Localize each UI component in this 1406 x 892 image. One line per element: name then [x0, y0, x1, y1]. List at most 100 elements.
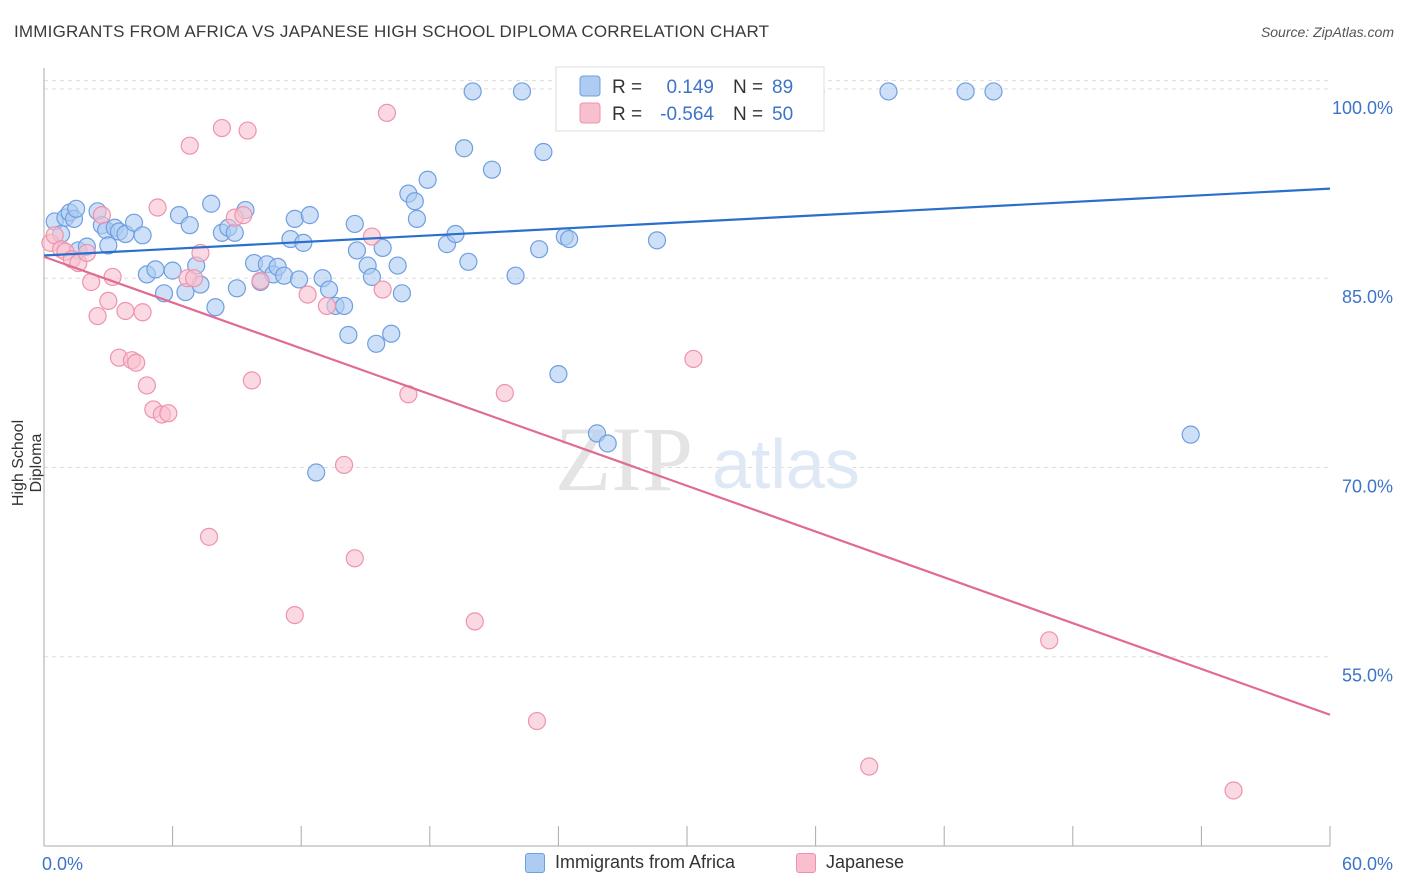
- japanese-point-40: [377, 103, 397, 123]
- africa-point-15: [124, 213, 144, 232]
- africa-point-72: [534, 142, 553, 162]
- japanese-point-19: [148, 198, 167, 217]
- japanese-point-42: [465, 612, 484, 631]
- legend-bottom-africa-label: Immigrants from Africa: [555, 852, 736, 872]
- japanese-point-49: [1224, 781, 1243, 800]
- africa-point-27: [206, 298, 225, 317]
- africa-point-40: [285, 209, 304, 228]
- africa-point-23: [180, 216, 199, 235]
- africa-point-20: [163, 261, 182, 280]
- japanese-point-38: [362, 227, 382, 246]
- japanese-point-32: [251, 271, 270, 290]
- legend-top-box: [555, 66, 825, 132]
- africa-point-88: [1181, 425, 1200, 444]
- africa-point-41: [289, 270, 309, 289]
- japanese-point-8: [88, 306, 107, 326]
- africa-point-77: [598, 434, 617, 453]
- tick-labels: 55.0% 70.0% 85.0% 100.0% 0.0% 60.0%: [42, 98, 1393, 874]
- japanese-point-24: [184, 269, 204, 288]
- axes: [43, 68, 1331, 847]
- legend-japanese-n-label: N =: [733, 104, 763, 125]
- legend-japanese-swatch: [579, 102, 601, 124]
- africa-point-31: [227, 279, 246, 298]
- legend-africa-swatch: [579, 75, 601, 97]
- africa-point-48: [334, 296, 354, 316]
- japanese-point-15: [127, 353, 146, 372]
- africa-point-65: [454, 139, 474, 158]
- africa-point-55: [373, 238, 392, 258]
- africa-point-5: [67, 199, 86, 218]
- japanese-trend-line: [43, 255, 1331, 716]
- y-tick-label-1: 70.0%: [1342, 476, 1393, 496]
- africa-point-54: [367, 334, 386, 353]
- legend-bottom-japanese: Japanese: [796, 852, 904, 873]
- africa-point-53: [362, 267, 382, 287]
- trend-lines: [43, 187, 1331, 716]
- legend-africa-n-label: N =: [733, 77, 763, 98]
- y-tick-label-3: 100.0%: [1332, 98, 1393, 118]
- japanese-point-37: [345, 549, 364, 568]
- japanese-point-25: [191, 243, 210, 263]
- africa-point-56: [382, 324, 401, 343]
- africa-trend-line: [43, 187, 1331, 257]
- y-tick-label-0: 55.0%: [1342, 666, 1393, 686]
- africa-point-86: [956, 82, 975, 101]
- africa-point-50: [345, 214, 364, 234]
- africa-point-44: [307, 463, 326, 482]
- source-label: Source: ZipAtlas.com: [1260, 24, 1394, 40]
- africa-point-69: [506, 266, 525, 285]
- africa-point-49: [339, 325, 358, 345]
- japanese-point-23: [180, 136, 199, 155]
- africa-point-16: [133, 226, 152, 245]
- legend-japanese-r-value: -0.564: [660, 104, 714, 125]
- y-tick-label-2: 85.0%: [1342, 287, 1393, 307]
- watermark-zip: ZIP: [555, 408, 693, 510]
- watermark-atlas: atlas: [712, 425, 860, 503]
- japanese-point-27: [212, 118, 231, 138]
- africa-point-26: [202, 194, 221, 213]
- legend-bottom-africa: Immigrants from Africa: [525, 852, 735, 873]
- africa-point-43: [300, 206, 319, 225]
- legend-top: R = 0.149 N = 89 R = -0.564 N = 50: [555, 66, 825, 132]
- legend-africa-n-value: 89: [772, 77, 793, 98]
- africa-point-61: [407, 209, 427, 228]
- africa-point-38: [274, 266, 294, 285]
- africa-point-57: [388, 256, 407, 275]
- africa-point-46: [319, 280, 339, 299]
- japanese-point-11: [103, 267, 122, 287]
- legend-africa-r-label: R =: [612, 77, 642, 98]
- japanese-point-13: [116, 301, 135, 321]
- africa-point-85: [879, 82, 898, 101]
- africa-point-70: [512, 82, 532, 101]
- africa-point-79: [647, 231, 667, 250]
- africa-point-51: [347, 241, 367, 260]
- japanese-point-26: [199, 527, 219, 546]
- africa-point-30: [225, 223, 244, 242]
- watermark: ZIP atlas: [555, 408, 860, 510]
- africa-point-75: [560, 229, 579, 249]
- africa-point-67: [463, 82, 482, 101]
- japanese-point-31: [242, 371, 262, 390]
- africa-point-62: [418, 170, 437, 189]
- legend-africa-r-value: 0.149: [666, 77, 714, 98]
- africa-point-66: [459, 252, 478, 271]
- japanese-point-39: [373, 280, 392, 299]
- legend-japanese-n-value: 50: [772, 104, 793, 125]
- japanese-point-36: [334, 455, 354, 475]
- japanese-point-33: [285, 605, 304, 625]
- africa-point-71: [530, 240, 549, 259]
- japanese-point-10: [99, 291, 118, 311]
- africa-point-73: [549, 364, 568, 384]
- legend-bottom-japanese-label: Japanese: [826, 852, 905, 872]
- series-japanese-points: [41, 81, 1243, 800]
- japanese-point-43: [495, 383, 514, 403]
- japanese-point-9: [92, 206, 111, 225]
- africa-point-58: [392, 284, 412, 303]
- x-tick-label-1: 60.0%: [1342, 854, 1393, 874]
- japanese-point-21: [159, 404, 178, 423]
- legend-japanese-r-label: R =: [612, 104, 642, 125]
- japanese-point-45: [684, 349, 703, 369]
- japanese-point-16: [133, 303, 152, 322]
- legend-bottom: Immigrants from Africa Japanese: [0, 852, 1406, 878]
- japanese-point-34: [298, 285, 317, 304]
